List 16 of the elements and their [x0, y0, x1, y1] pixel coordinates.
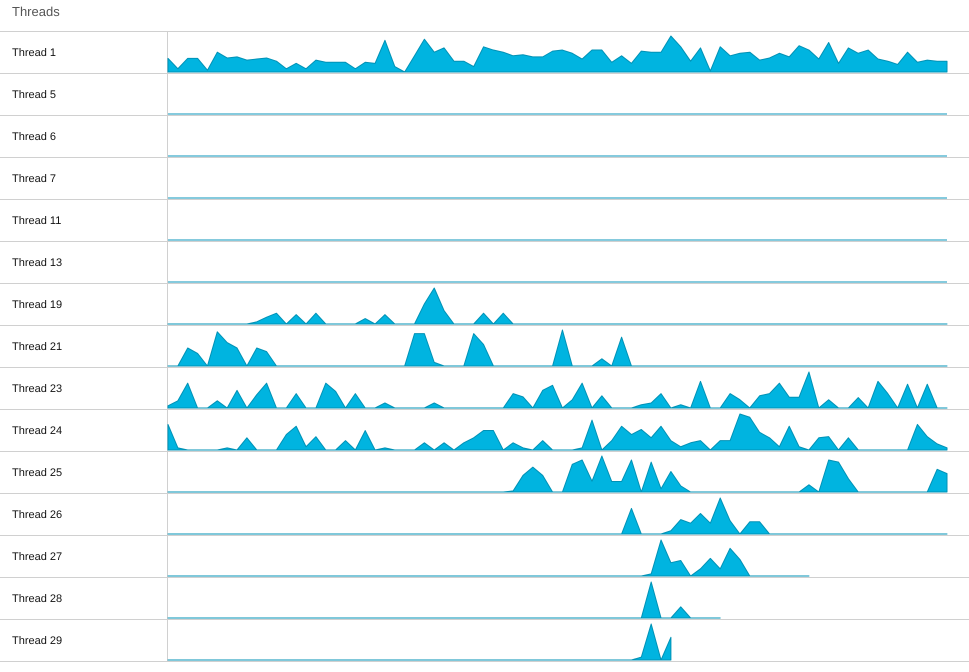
y-axis-title: Thread 1 — [12, 47, 56, 59]
text: Thread 5 — [12, 89, 56, 101]
y-axis-title: Thread 24 — [12, 425, 62, 437]
y-axis-title: Thread 27 — [12, 551, 62, 563]
text: Thread 6 — [12, 131, 56, 143]
text: Threads — [12, 4, 60, 19]
text: Thread 7 — [12, 173, 56, 185]
text: Thread 11 — [12, 215, 62, 227]
y-axis-title: Thread 23 — [12, 383, 62, 395]
y-axis-title: Thread 29 — [12, 635, 62, 647]
y-axis-title: Thread 26 — [12, 509, 62, 521]
y-axis-title: Thread 21 — [12, 341, 62, 353]
y-axis-title: Thread 19 — [12, 299, 62, 311]
y-axis-title: Thread 25 — [12, 467, 62, 479]
y-axis-title: Thread 28 — [12, 593, 62, 605]
text: Thread 13 — [12, 257, 62, 269]
